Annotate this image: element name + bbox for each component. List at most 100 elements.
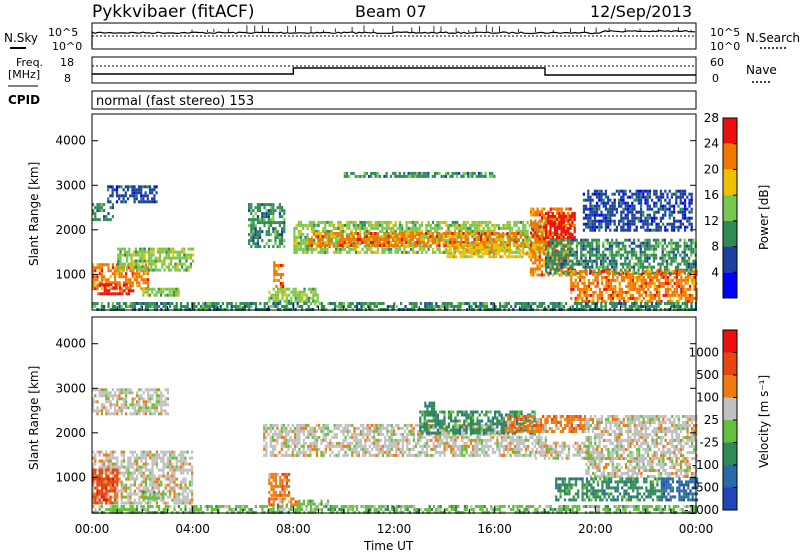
power-cell: [601, 293, 604, 297]
power-cell: [688, 265, 691, 269]
power-cell: [585, 284, 588, 288]
power-cell: [591, 259, 594, 263]
power-cell: [624, 213, 627, 217]
power-cell: [385, 220, 388, 224]
power-cell: [482, 232, 485, 235]
power-cell: [528, 238, 531, 242]
power-cell: [469, 171, 472, 175]
power-cell: [657, 262, 660, 266]
power-cell: [235, 305, 238, 308]
power-cell: [199, 305, 202, 308]
power-cell: [477, 232, 480, 235]
velocity-cell: [127, 462, 130, 466]
power-cell: [689, 284, 692, 288]
velocity-cell: [127, 468, 130, 472]
power-cell: [591, 204, 594, 208]
velocity-cell: [92, 489, 95, 493]
power-cell: [684, 207, 687, 211]
power-cell: [281, 215, 284, 219]
power-cell: [671, 284, 674, 288]
power-cell: [677, 250, 680, 254]
power-cell: [155, 191, 158, 195]
power-cell: [695, 296, 698, 300]
velocity-cell: [120, 465, 123, 469]
power-cell: [670, 256, 673, 260]
power-cell: [403, 232, 406, 235]
power-cell: [109, 218, 112, 222]
power-cell: [385, 247, 388, 251]
power-cell: [435, 305, 438, 308]
power-cell: [684, 201, 687, 205]
power-cell: [109, 194, 112, 198]
power-cell: [376, 232, 379, 235]
power-cell: [600, 256, 603, 260]
power-cell: [515, 223, 518, 227]
power-cell: [680, 287, 683, 291]
power-cell: [593, 222, 596, 226]
power-cell: [667, 299, 670, 303]
power-cell: [254, 236, 257, 240]
power-cell: [633, 265, 636, 269]
power-cell: [309, 302, 312, 305]
power-cell: [248, 242, 251, 246]
power-cell: [591, 244, 594, 248]
power-cell: [274, 233, 277, 237]
power-cell: [634, 284, 637, 288]
power-cell: [551, 236, 554, 239]
power-cell: [330, 223, 333, 227]
power-cell: [608, 262, 611, 266]
power-cell: [525, 305, 528, 308]
power-cell: [585, 213, 588, 217]
power-cell: [587, 293, 590, 297]
power-cell: [461, 252, 465, 256]
power-cell: [526, 244, 529, 248]
power-cell: [600, 195, 603, 199]
power-cell: [174, 250, 177, 254]
power-cell: [549, 230, 552, 233]
power-cell: [646, 305, 649, 308]
power-cell: [326, 220, 329, 224]
power-cell: [130, 259, 133, 263]
power-cell: [252, 233, 255, 237]
power-cell: [411, 302, 414, 305]
power-cell: [604, 247, 607, 251]
power-cell: [265, 212, 268, 216]
power-cell: [596, 275, 599, 279]
power-cell: [129, 281, 132, 285]
power-cell: [651, 222, 654, 226]
power-cell: [372, 244, 375, 247]
power-cell: [631, 204, 634, 208]
power-cell: [462, 235, 465, 238]
power-cell: [353, 305, 356, 308]
power-cell: [527, 252, 531, 256]
power-cell: [489, 226, 492, 230]
power-cell: [670, 192, 673, 196]
power-cell: [688, 222, 691, 226]
velocity-cell: [127, 501, 130, 505]
power-cell: [120, 272, 123, 276]
velocity-cell: [122, 459, 125, 463]
power-cell: [667, 275, 670, 279]
velocity-cell: [122, 471, 125, 475]
power-cell: [372, 250, 375, 254]
power-cell: [455, 174, 459, 178]
power-cell: [117, 262, 120, 266]
power-cell: [276, 230, 279, 234]
power-cell: [545, 230, 548, 233]
power-cell: [283, 224, 286, 228]
power-cell: [180, 302, 183, 305]
power-cell: [275, 270, 278, 273]
power-cell: [622, 302, 625, 305]
power-cell: [574, 299, 577, 303]
velocity-cell: [129, 465, 132, 469]
power-cell: [486, 238, 489, 241]
power-cell: [562, 262, 565, 266]
power-cell: [442, 174, 445, 178]
power-cell: [631, 302, 634, 305]
power-cell: [652, 259, 655, 263]
power-cell: [361, 226, 364, 230]
power-cell: [164, 305, 167, 308]
power-cell: [591, 238, 594, 242]
power-cell: [627, 284, 630, 288]
power-cell: [170, 262, 173, 266]
